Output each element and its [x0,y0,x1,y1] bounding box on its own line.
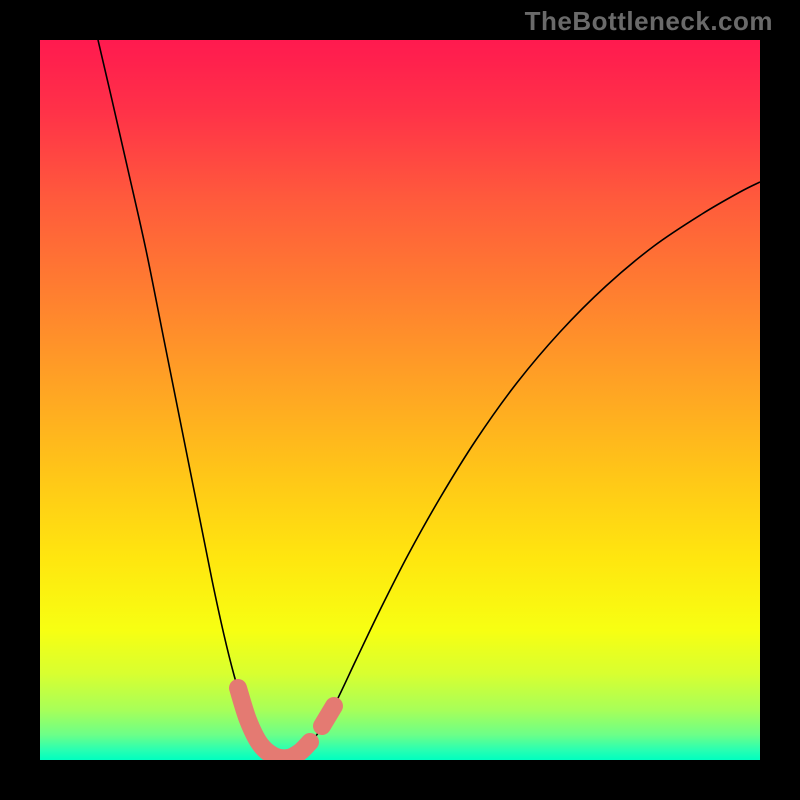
highlight-segment-1 [322,706,334,726]
plot-svg [40,40,760,760]
chart-frame: TheBottleneck.com [0,0,800,800]
gradient-background [40,40,760,760]
watermark-text: TheBottleneck.com [525,6,773,37]
